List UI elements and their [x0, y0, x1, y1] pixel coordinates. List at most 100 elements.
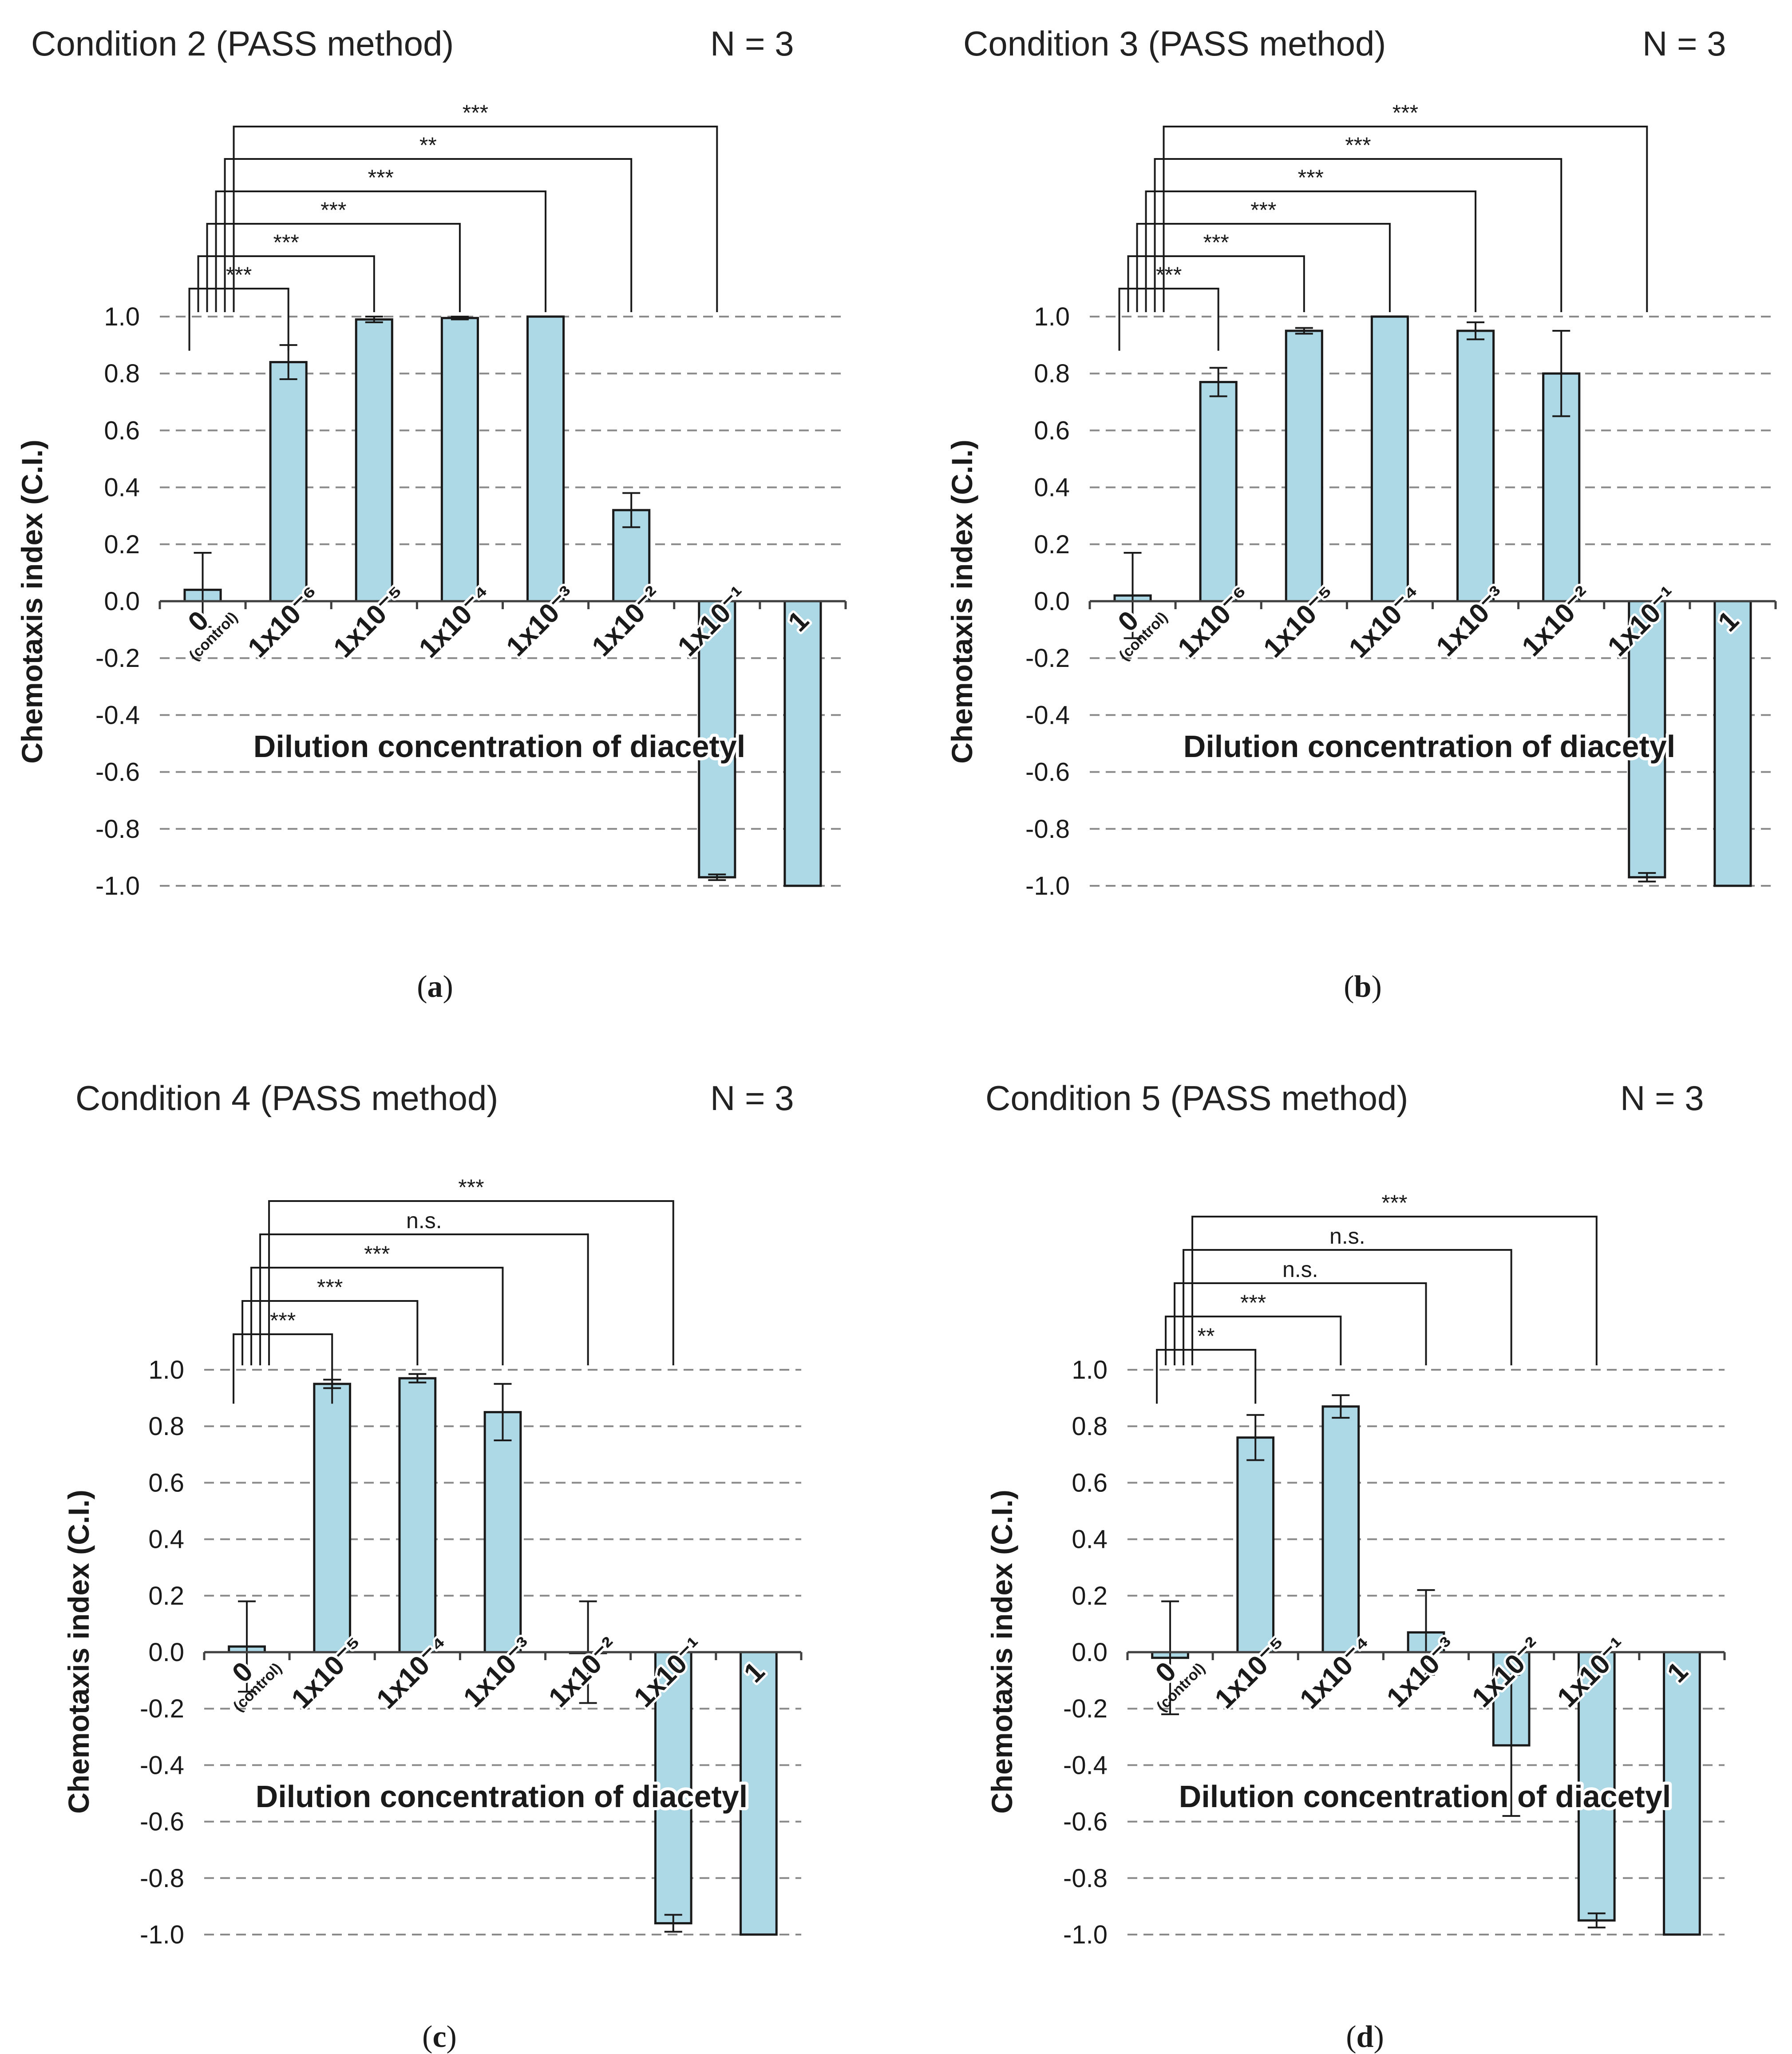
bar [269, 361, 308, 603]
y-tick-label: -0.6 [95, 758, 140, 787]
significance-bracket [1183, 1249, 1512, 1365]
y-tick-label: 1.0 [1034, 302, 1070, 331]
significance-label: *** [1381, 1190, 1407, 1215]
y-tick-label: -0.8 [140, 1864, 184, 1893]
significance-bracket [1165, 1316, 1342, 1365]
y-tick-label: 1.0 [104, 302, 140, 331]
panel-label: (c) [422, 2020, 457, 2054]
y-tick-label: -0.8 [1025, 815, 1070, 844]
significance-label: *** [1298, 165, 1324, 190]
panel-letter: b [1354, 970, 1372, 1004]
y-tick-label: -0.2 [140, 1694, 184, 1723]
bar [1236, 1436, 1275, 1654]
y-tick-label: -0.4 [140, 1751, 184, 1780]
sample-size-label: N = 3 [1642, 24, 1726, 63]
y-tick-label: -0.2 [1063, 1694, 1108, 1723]
panel-letter: c [432, 2020, 446, 2054]
significance-bracket [197, 255, 375, 312]
y-tick-label: 0.2 [148, 1582, 184, 1610]
bar [1199, 381, 1238, 603]
bar [483, 1411, 522, 1654]
significance-bracket [188, 288, 289, 351]
y-tick-label: 1.0 [1072, 1356, 1108, 1384]
significance-label: ** [1198, 1324, 1215, 1348]
chart-title: Condition 4 (PASS method) [75, 1079, 498, 1118]
x-axis-label: Dilution concentration of diacetyl [253, 729, 745, 764]
y-tick-label: -0.6 [1063, 1808, 1108, 1836]
significance-label: *** [320, 198, 346, 222]
significance-label: n.s. [1329, 1224, 1365, 1249]
significance-label: *** [1250, 198, 1276, 222]
bar [1456, 329, 1495, 603]
significance-label: *** [270, 1308, 296, 1333]
significance-label: *** [1392, 100, 1418, 125]
significance-bracket [233, 1333, 333, 1404]
panel-label: (b) [1344, 970, 1382, 1004]
y-tick-label: -0.4 [1063, 1751, 1108, 1780]
y-tick-label: -0.8 [95, 815, 140, 844]
bar [355, 318, 393, 603]
bar [1285, 329, 1323, 603]
significance-label: *** [1203, 230, 1229, 255]
significance-label: *** [458, 1175, 484, 1200]
y-tick-label: -1.0 [1063, 1920, 1108, 1949]
y-tick-label: 0.0 [104, 587, 140, 616]
significance-label: *** [368, 165, 394, 190]
significance-bracket [1127, 255, 1305, 312]
significance-bracket [215, 190, 547, 312]
significance-label: *** [463, 100, 488, 125]
bar [740, 1651, 778, 1936]
bar [1663, 1651, 1701, 1936]
y-tick-label: -0.8 [1063, 1864, 1108, 1893]
significance-bracket [224, 158, 633, 312]
y-axis-label: Chemotaxis index (C.I.) [985, 1490, 1018, 1814]
significance-bracket [250, 1267, 504, 1365]
significance-bracket [259, 1233, 589, 1365]
significance-bracket [1145, 190, 1477, 312]
y-tick-label: 0.0 [1072, 1638, 1108, 1667]
panel-letter: d [1357, 2020, 1374, 2054]
significance-label: n.s. [406, 1208, 442, 1233]
y-axis-label: Chemotaxis index (C.I.) [16, 440, 48, 764]
y-tick-label: 0.4 [1072, 1525, 1108, 1554]
bar [783, 600, 822, 887]
significance-bracket [233, 126, 718, 312]
significance-bracket [1136, 223, 1391, 312]
significance-bracket [1191, 1216, 1598, 1365]
significance-bracket [1163, 126, 1648, 312]
significance-bracket [1174, 1282, 1427, 1365]
y-tick-label: 0.2 [1072, 1582, 1108, 1610]
significance-bracket [206, 223, 461, 312]
bar [526, 315, 565, 603]
significance-bracket [1156, 1349, 1257, 1404]
sample-size-label: N = 3 [1620, 1079, 1704, 1118]
y-tick-label: 0.6 [104, 416, 140, 445]
panel-label: (a) [417, 970, 453, 1004]
y-tick-label: -0.2 [1025, 644, 1070, 673]
bar [440, 317, 479, 603]
bar [1370, 315, 1409, 603]
significance-label: *** [1345, 133, 1371, 158]
panel-label: (d) [1346, 2020, 1384, 2054]
significance-label: *** [1240, 1290, 1266, 1315]
significance-bracket [268, 1200, 674, 1365]
significance-bracket [1118, 288, 1219, 351]
y-tick-label: 0.2 [1034, 530, 1070, 559]
x-axis-label: Dilution concentration of diacetyl [256, 1779, 748, 1814]
sample-size-label: N = 3 [710, 24, 794, 63]
chart-title: Condition 2 (PASS method) [31, 24, 454, 63]
panel-letter: a [427, 970, 443, 1004]
y-tick-label: -0.6 [140, 1808, 184, 1836]
significance-label: *** [364, 1241, 390, 1266]
y-tick-label: 0.4 [1034, 473, 1070, 502]
y-tick-label: 0.6 [148, 1468, 184, 1497]
y-tick-label: 0.8 [1034, 359, 1070, 388]
bar [1713, 600, 1752, 887]
y-tick-label: -0.4 [1025, 701, 1070, 730]
y-axis-label: Chemotaxis index (C.I.) [945, 440, 978, 764]
y-tick-label: -0.2 [95, 644, 140, 673]
y-tick-label: -0.6 [1025, 758, 1070, 787]
y-tick-label: 0.6 [1034, 416, 1070, 445]
y-tick-label: 0.0 [1034, 587, 1070, 616]
